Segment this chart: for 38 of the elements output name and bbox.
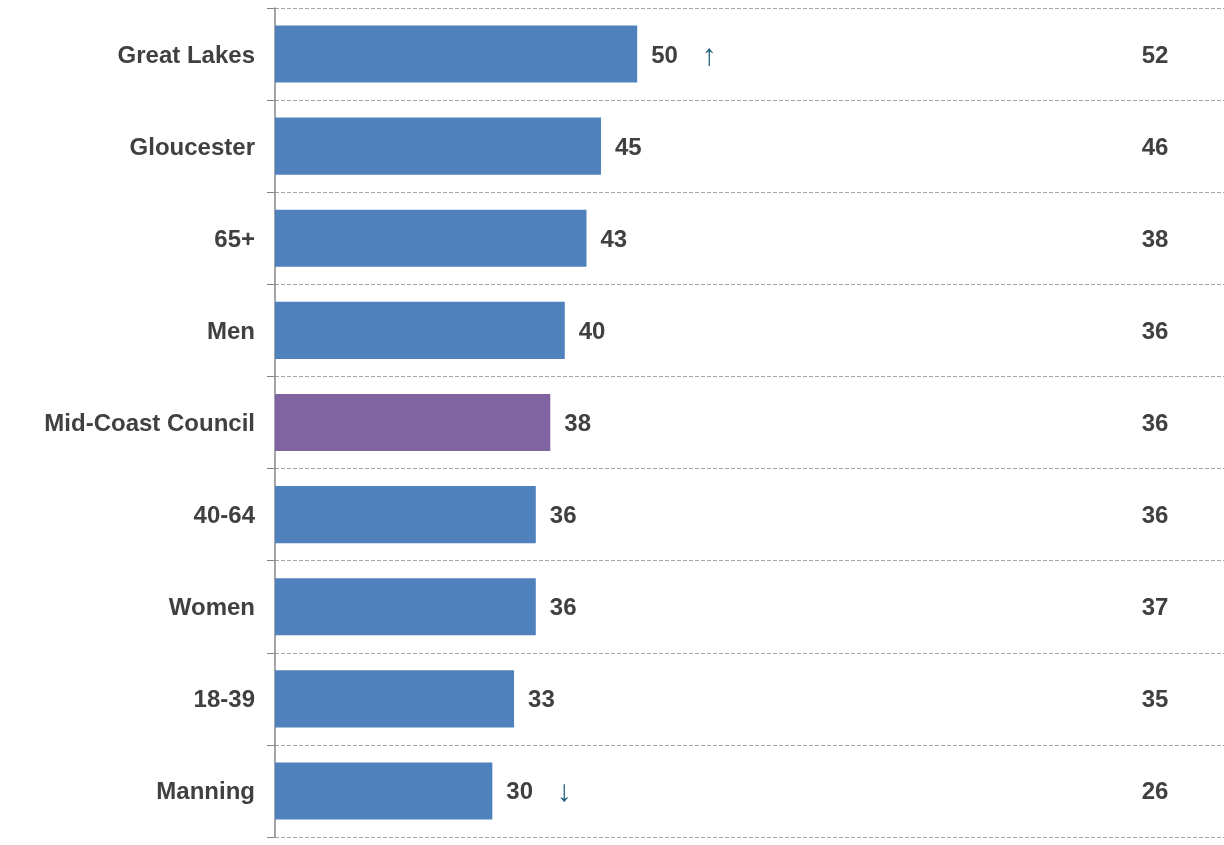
bar [275,578,536,636]
text: 26 [1141,777,1169,805]
data-label: 36 [549,593,577,621]
text: 38 [1141,224,1169,252]
bar [275,762,493,820]
text: 36 [1141,409,1169,436]
y-tick-label: Great Lakes [117,40,255,68]
bar [275,486,536,544]
text: 35 [1141,685,1169,713]
data-label: 38 [564,409,591,436]
data-label: 50 [651,40,678,68]
text: 37 [1141,593,1169,621]
bar [275,301,565,359]
annotation: ↓ [556,774,572,808]
data-label: 33 [528,685,555,713]
data-label: 45 [614,132,642,160]
data-label: 30 [506,777,534,805]
y-tick-label: 65+ [214,224,255,252]
annotation: ↑ [701,37,717,71]
data-label: 43 [600,224,628,252]
y-tick-label: 40-64 [193,501,256,529]
text: 36 [1141,316,1169,344]
y-tick-label: Gloucester [129,132,255,160]
y-tick-label: Mid-Coast Council [44,409,255,436]
text: 36 [1141,501,1169,529]
y-tick-label: Men [207,316,255,344]
bar [275,117,601,175]
bar [275,670,515,728]
y-tick-label: Manning [156,777,255,805]
text: 52 [1141,40,1169,68]
text: 46 [1141,132,1169,160]
y-tick-label: 18-39 [193,685,255,713]
bar [275,209,587,267]
bar [275,25,638,83]
y-tick-label: Women [168,593,255,621]
data-label: 40 [578,316,606,344]
bar [275,393,551,452]
data-label: 36 [549,501,577,529]
